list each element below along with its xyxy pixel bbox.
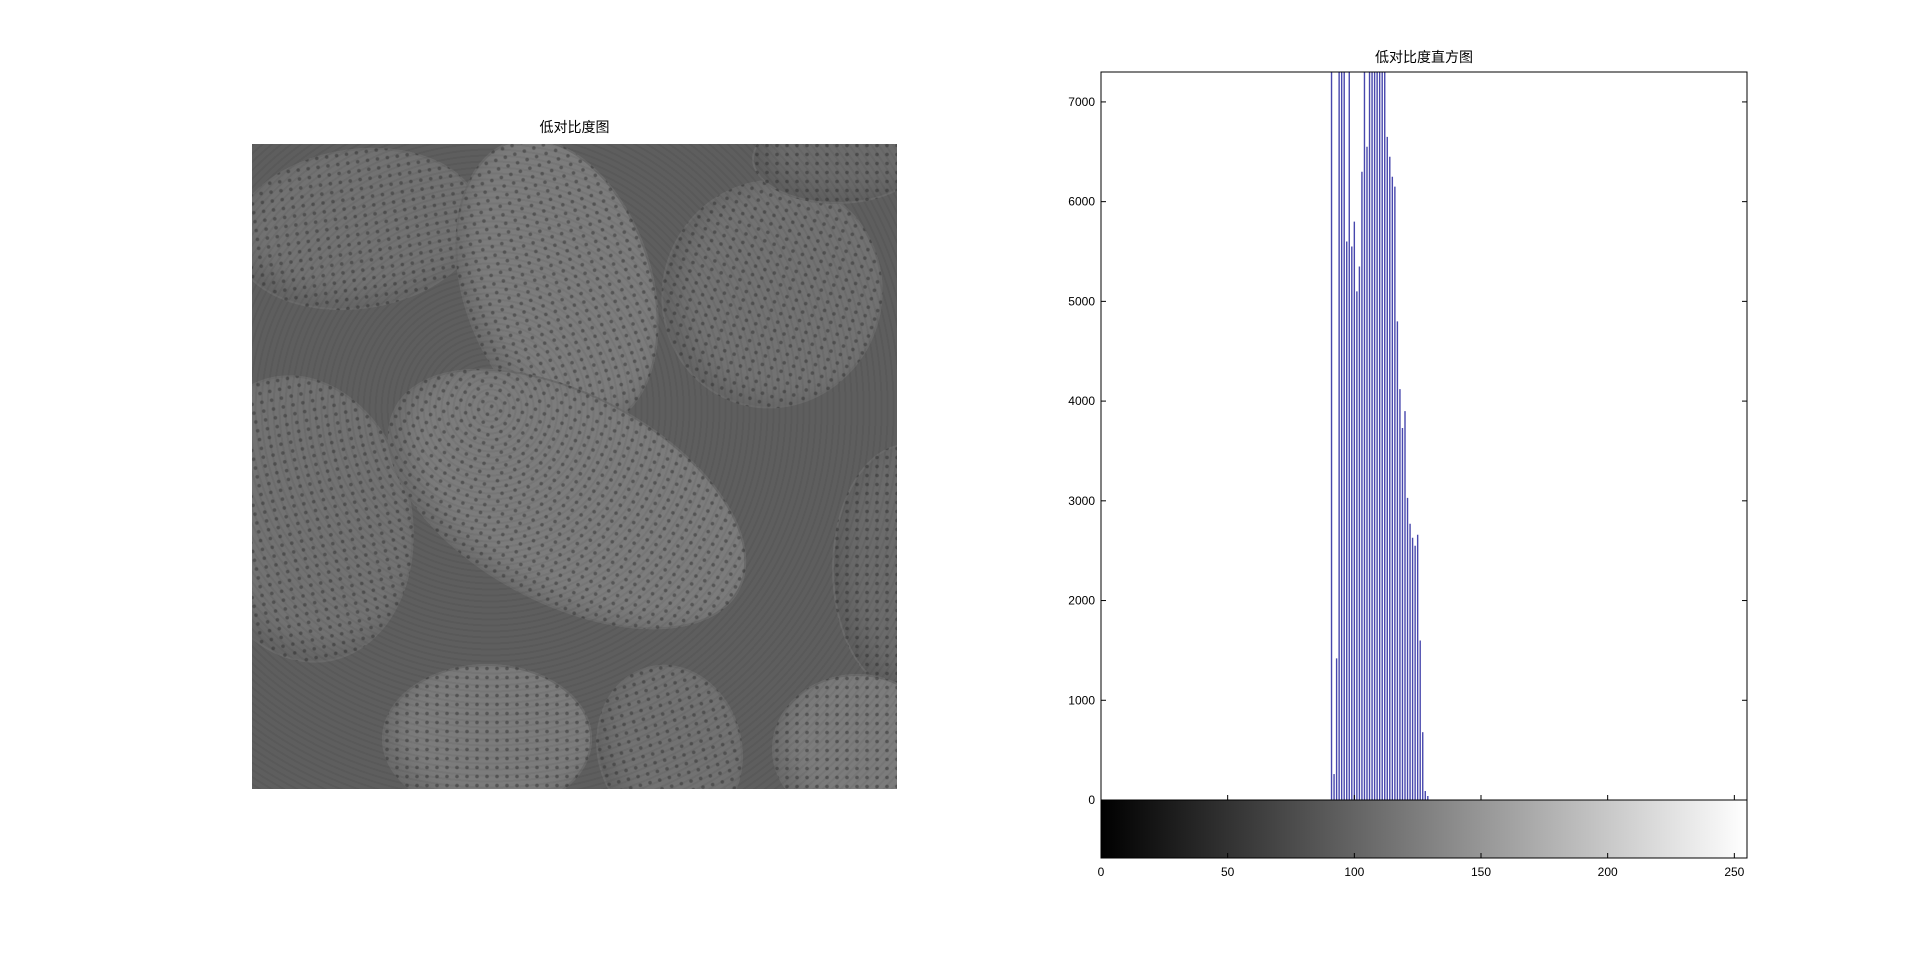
pollen-grain	[382, 664, 592, 789]
histogram-title: 低对比度直方图	[1375, 50, 1473, 66]
x-tick-label: 100	[1344, 865, 1364, 879]
y-tick-label: 7000	[1068, 95, 1095, 109]
histogram-bars	[1330, 72, 1429, 800]
x-tick-label: 150	[1471, 865, 1491, 879]
y-tick-label: 3000	[1068, 494, 1095, 508]
colorbar	[1101, 800, 1747, 858]
plot-frame	[1100, 71, 1748, 859]
y-tick-label: 0	[1088, 793, 1095, 807]
pollen-image	[252, 144, 897, 789]
image-title: 低对比度图	[539, 120, 610, 136]
x-tick-label: 200	[1598, 865, 1618, 879]
y-tick-label: 5000	[1068, 294, 1095, 308]
y-axis: 0 1000 2000 3000 4000 5000 6000 7000	[1068, 95, 1747, 807]
y-tick-label: 2000	[1068, 594, 1095, 608]
y-tick-label: 1000	[1068, 693, 1095, 707]
colorbar-frame	[1100, 799, 1748, 859]
y-tick-label: 6000	[1068, 195, 1095, 209]
x-tick-label: 0	[1098, 865, 1105, 879]
x-tick-label: 50	[1221, 865, 1235, 879]
x-tick-label: 250	[1724, 865, 1744, 879]
x-axis: 0 50 100 150 200 250	[1098, 795, 1745, 879]
y-tick-label: 4000	[1068, 394, 1095, 408]
